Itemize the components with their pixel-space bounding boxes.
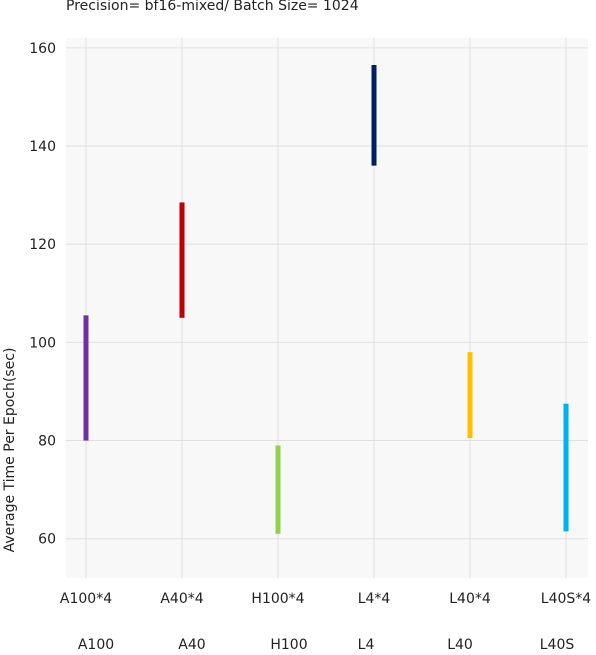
y-axis-ticks: 60 80 100 120 140 160 <box>29 41 56 548</box>
y-tick-label: 80 <box>38 434 56 450</box>
range-bar-l40sx4 <box>563 403 569 532</box>
x-group-label: H100 <box>270 637 307 653</box>
x-group-label: L40S <box>540 637 575 653</box>
x-tick-label: L40S*4 <box>541 591 592 607</box>
x-tick-label: H100*4 <box>251 591 304 607</box>
plot-background <box>66 38 588 578</box>
x-group-label: L4 <box>358 637 375 653</box>
x-axis-group-labels: A100 A40 H100 L4 L40 L40S <box>78 637 575 653</box>
y-tick-label: 160 <box>29 41 56 57</box>
x-axis-ticks: A100*4 A40*4 H100*4 L4*4 L40*4 L40S*4 <box>60 591 591 607</box>
x-group-label: A40 <box>178 637 205 653</box>
range-bar-a40x4 <box>179 202 185 318</box>
y-tick-label: 100 <box>29 335 56 351</box>
x-group-label: L40 <box>447 637 473 653</box>
x-group-label: A100 <box>78 637 114 653</box>
x-tick-label: A100*4 <box>60 591 112 607</box>
y-tick-label: 120 <box>29 237 56 253</box>
y-tick-label: 60 <box>38 532 56 548</box>
range-bar-h100x4 <box>275 445 281 534</box>
range-bars <box>83 65 569 534</box>
y-tick-label: 140 <box>29 139 56 155</box>
range-bar-l4x4 <box>371 65 377 166</box>
range-bar-l40x4 <box>467 352 473 439</box>
range-bar-a100x4 <box>83 315 89 441</box>
x-tick-label: A40*4 <box>160 591 203 607</box>
x-tick-label: L4*4 <box>358 591 391 607</box>
chart-title: Precision= bf16-mixed/ Batch Size= 1024 <box>66 0 359 14</box>
y-axis-label: Average Time Per Epoch(sec) <box>2 348 18 553</box>
x-tick-label: L40*4 <box>449 591 491 607</box>
